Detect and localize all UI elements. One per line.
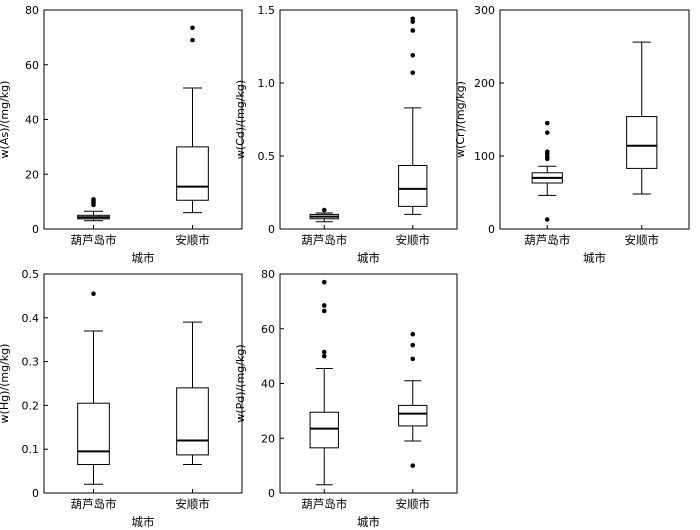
box-plot-0 [531, 120, 563, 222]
outlier-point [410, 331, 416, 337]
box-plot-1 [176, 321, 209, 466]
box-plot-1 [176, 25, 209, 214]
y-tick-label: 80 [261, 268, 275, 281]
y-axis-label: w(Pd)/(mg/kg) [234, 344, 247, 422]
outlier-point [410, 28, 416, 33]
category-label: 安顺市 [175, 233, 210, 247]
outlier-point [410, 342, 416, 348]
category-label: 葫芦岛市 [71, 497, 117, 511]
y-tick-label: 60 [261, 323, 275, 336]
box-plot-0 [309, 279, 339, 486]
y-tick-label: 300 [474, 4, 495, 17]
outlier-point [544, 130, 550, 135]
plot-frame [499, 9, 690, 230]
y-axis-label: w(Cd)/(mg/kg) [234, 80, 247, 159]
y-tick-label: 0.3 [22, 356, 40, 369]
iqr-box [309, 411, 339, 449]
category-label: 葫芦岛市 [524, 233, 570, 247]
iqr-box [77, 402, 110, 466]
plot-frame [43, 9, 243, 230]
y-tick-label: 200 [474, 77, 495, 90]
category-label: 安顺市 [396, 497, 431, 511]
box-plot-1 [398, 16, 428, 215]
box-plot-1 [398, 331, 428, 468]
y-tick-label: 0.4 [22, 312, 40, 325]
outlier-point [321, 207, 327, 213]
y-tick-label: 0 [32, 223, 39, 236]
x-axis-label: 城市 [132, 515, 155, 529]
y-axis-label: w(Hg)/(mg/kg) [0, 344, 11, 424]
box-plot-0 [77, 197, 110, 222]
outlier-point [544, 149, 550, 154]
iqr-box [626, 116, 658, 169]
y-tick-label: 100 [474, 150, 495, 163]
y-tick-label: 0.5 [258, 150, 276, 163]
y-tick-label: 0 [268, 223, 275, 236]
y-tick-label: 20 [25, 168, 39, 181]
y-tick-label: 0 [488, 223, 495, 236]
outlier-point [190, 37, 195, 43]
box-plot-1 [626, 41, 658, 195]
box-plot-0 [309, 207, 339, 223]
plot-frame [279, 9, 458, 230]
y-tick-label: 1.0 [258, 77, 276, 90]
iqr-box [398, 404, 428, 427]
y-axis-label: w(Cr)/(mg/kg) [454, 81, 467, 158]
y-tick-label: 80 [25, 4, 39, 17]
y-tick-label: 0 [268, 487, 275, 500]
y-tick-label: 0.2 [22, 399, 40, 412]
outlier-point [321, 349, 327, 355]
x-axis-label: 城市 [132, 251, 155, 265]
outlier-point [321, 303, 327, 308]
category-label: 安顺市 [175, 497, 210, 511]
outlier-point [91, 197, 96, 202]
category-label: 葫芦岛市 [71, 233, 117, 247]
category-label: 安顺市 [625, 233, 660, 247]
category-label: 葫芦岛市 [301, 497, 347, 511]
y-axis-label: w(As)/(mg/kg) [0, 81, 11, 159]
outlier-point [410, 52, 416, 58]
x-axis-label: 城市 [357, 515, 380, 529]
outlier-point [544, 120, 550, 126]
y-tick-label: 0.1 [22, 443, 40, 456]
y-tick-label: 1.5 [258, 4, 276, 17]
x-axis-label: 城市 [583, 251, 606, 265]
outlier-point [321, 353, 327, 359]
plot-frame [279, 273, 458, 494]
iqr-box [176, 146, 209, 201]
box-plot-0 [77, 291, 110, 485]
outlier-point [410, 463, 416, 468]
category-label: 葫芦岛市 [301, 233, 347, 247]
y-tick-label: 0 [32, 487, 39, 500]
outlier-point [410, 70, 416, 76]
outlier-point [190, 25, 195, 31]
y-tick-label: 40 [261, 378, 275, 391]
y-tick-label: 60 [25, 59, 39, 72]
y-tick-label: 0.5 [22, 268, 40, 281]
outlier-point [410, 356, 416, 362]
outlier-point [91, 291, 96, 297]
plot-frame [43, 273, 243, 494]
iqr-box [398, 164, 428, 207]
x-axis-label: 城市 [357, 251, 380, 265]
y-tick-label: 20 [261, 432, 275, 445]
outlier-point [410, 16, 416, 22]
iqr-box [176, 387, 209, 456]
y-tick-label: 40 [25, 114, 39, 127]
category-label: 安顺市 [396, 233, 431, 247]
outlier-point [321, 308, 327, 314]
outlier-point [544, 217, 550, 222]
outlier-point [321, 279, 327, 285]
